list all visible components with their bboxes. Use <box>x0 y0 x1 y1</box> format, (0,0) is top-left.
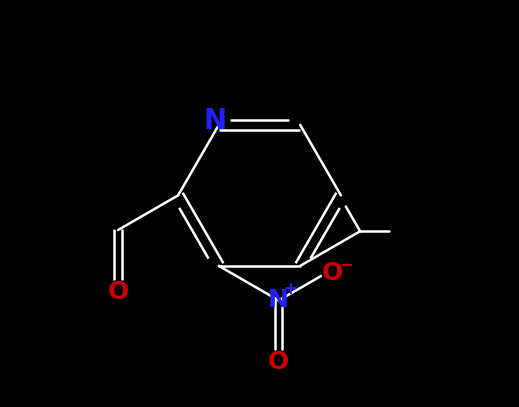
Text: +: + <box>283 280 297 298</box>
Text: O: O <box>268 350 290 374</box>
Text: N: N <box>204 107 227 135</box>
Text: O: O <box>322 261 343 285</box>
Text: N: N <box>267 288 289 312</box>
Text: −: − <box>339 255 353 273</box>
Text: O: O <box>107 280 129 304</box>
